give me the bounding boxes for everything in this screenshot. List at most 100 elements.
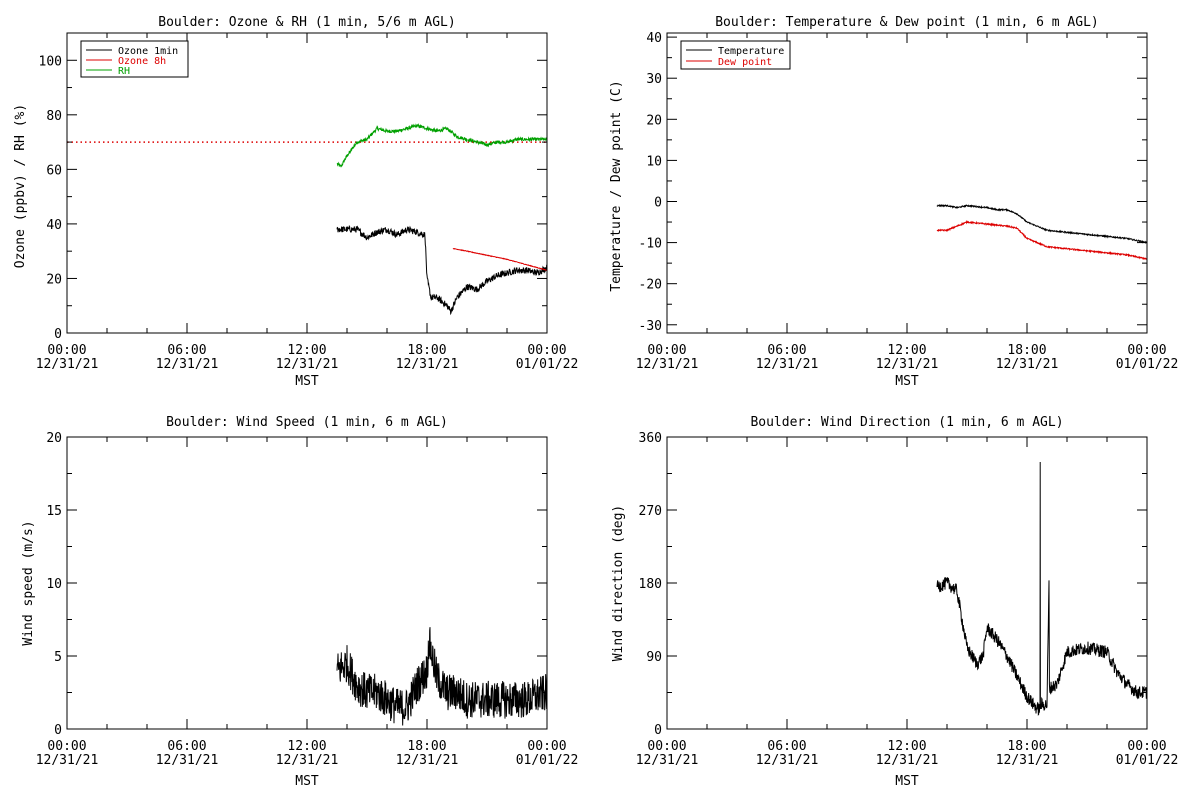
x-tick-date-label: 12/31/21	[396, 357, 459, 372]
chart-title: Boulder: Temperature & Dew point (1 min,…	[715, 15, 1099, 30]
plot-area: 00:0012/31/2106:0012/31/2112:0012/31/211…	[36, 431, 579, 768]
x-tick-date-label: 12/31/21	[756, 753, 819, 768]
legend-label-rh: RH	[118, 66, 130, 77]
plot-area: 00:0012/31/2106:0012/31/2112:0012/31/211…	[636, 31, 1179, 372]
x-tick-label: 18:00	[1007, 343, 1046, 358]
chart-title: Boulder: Wind Direction (1 min, 6 m AGL)	[750, 415, 1063, 430]
plot-area: 00:0012/31/2106:0012/31/2112:0012/31/211…	[636, 431, 1179, 768]
panel-wind-speed: Boulder: Wind Speed (1 min, 6 m AGL) Win…	[21, 415, 578, 789]
y-tick-label: 10	[46, 577, 62, 592]
series-line-ozone-1min	[336, 224, 547, 316]
x-tick-label: 06:00	[167, 343, 206, 358]
series-line-wind-direction	[936, 461, 1147, 716]
x-axis-label: MST	[295, 774, 319, 789]
axis-frame	[666, 436, 1148, 730]
legend: Temperature Dew point	[680, 40, 791, 70]
y-tick-label: 180	[639, 577, 662, 592]
x-tick-date-label: 12/31/21	[276, 753, 339, 768]
panel-temperature-dewpoint: Boulder: Temperature & Dew point (1 min,…	[609, 15, 1178, 372]
x-tick-label: 00:00	[47, 739, 86, 754]
y-tick-label: 5	[54, 650, 62, 665]
x-tick-date-label: 12/31/21	[396, 753, 459, 768]
legend: Ozone 1min Ozone 8h RH	[80, 40, 189, 78]
axis-frame	[666, 32, 1148, 334]
x-tick-date-label: 12/31/21	[876, 357, 939, 372]
y-tick-label: 0	[654, 723, 662, 738]
x-tick-label: 12:00	[287, 739, 326, 754]
x-tick-date-label: 01/01/22	[516, 753, 579, 768]
y-axis-label: Temperature / Dew point (C)	[609, 80, 624, 291]
y-tick-label: 90	[646, 650, 662, 665]
y-tick-label: 20	[46, 431, 62, 446]
x-tick-date-label: 12/31/21	[276, 357, 339, 372]
x-tick-date-label: 12/31/21	[996, 753, 1059, 768]
x-axis-label: MST	[295, 374, 319, 389]
series-line-rh	[336, 123, 547, 168]
y-tick-label: 20	[46, 272, 62, 287]
x-tick-date-label: 01/01/22	[1116, 357, 1179, 372]
x-tick-date-label: 12/31/21	[636, 357, 699, 372]
y-tick-label: 30	[646, 72, 662, 87]
x-tick-label: 00:00	[1127, 739, 1166, 754]
series-line-ozone-8h	[452, 247, 547, 271]
legend-box	[80, 40, 189, 78]
y-tick-label: 0	[654, 195, 662, 210]
chart-title: Boulder: Ozone & RH (1 min, 5/6 m AGL)	[158, 15, 455, 30]
y-tick-label: 20	[646, 113, 662, 128]
y-tick-label: 0	[54, 327, 62, 342]
x-tick-date-label: 12/31/21	[156, 357, 219, 372]
y-tick-label: 40	[646, 31, 662, 46]
legend-box	[680, 40, 791, 70]
legend-label-ozone-1min: Ozone 1min	[118, 46, 178, 57]
y-tick-label: 10	[646, 154, 662, 169]
y-axis-label: Wind speed (m/s)	[21, 520, 36, 645]
x-tick-date-label: 12/31/21	[756, 357, 819, 372]
x-tick-label: 06:00	[767, 739, 806, 754]
x-tick-label: 00:00	[647, 739, 686, 754]
x-tick-label: 06:00	[167, 739, 206, 754]
y-tick-label: 60	[46, 163, 62, 178]
x-tick-date-label: 12/31/21	[876, 753, 939, 768]
x-tick-label: 00:00	[527, 739, 566, 754]
x-tick-label: 00:00	[1127, 343, 1166, 358]
x-tick-date-label: 12/31/21	[36, 753, 99, 768]
series-line-wind-speed	[336, 627, 547, 726]
chart-title: Boulder: Wind Speed (1 min, 6 m AGL)	[166, 415, 448, 430]
y-tick-label: 100	[39, 54, 62, 69]
x-tick-date-label: 12/31/21	[996, 357, 1059, 372]
x-tick-label: 12:00	[287, 343, 326, 358]
x-tick-date-label: 01/01/22	[1116, 753, 1179, 768]
x-tick-label: 18:00	[407, 739, 446, 754]
legend-label-ozone-8h: Ozone 8h	[118, 56, 166, 67]
x-tick-label: 06:00	[767, 343, 806, 358]
x-tick-label: 18:00	[1007, 739, 1046, 754]
y-tick-label: 15	[46, 504, 62, 519]
x-axis-label: MST	[895, 774, 919, 789]
y-tick-label: -30	[639, 319, 662, 334]
x-tick-label: 12:00	[887, 343, 926, 358]
y-tick-label: 80	[46, 109, 62, 124]
y-tick-label: 0	[54, 723, 62, 738]
panel-ozone-rh: Boulder: Ozone & RH (1 min, 5/6 m AGL) O…	[13, 15, 578, 389]
y-tick-label: 40	[46, 218, 62, 233]
plot-area: 00:0012/31/2106:0012/31/2112:0012/31/211…	[36, 32, 579, 372]
y-axis-label: Ozone (ppbv) / RH (%)	[13, 104, 28, 268]
series-line-temperature	[936, 203, 1147, 245]
x-tick-label: 00:00	[647, 343, 686, 358]
x-tick-date-label: 12/31/21	[36, 357, 99, 372]
x-tick-label: 12:00	[887, 739, 926, 754]
legend-label-dew-point: Dew point	[718, 57, 772, 68]
x-tick-label: 18:00	[407, 343, 446, 358]
y-axis-label: Wind direction (deg)	[611, 505, 626, 662]
y-tick-label: -20	[639, 278, 662, 293]
x-tick-date-label: 12/31/21	[636, 753, 699, 768]
legend-label-temperature: Temperature	[718, 46, 784, 57]
y-tick-label: 270	[639, 504, 662, 519]
x-axis-label: MST	[895, 374, 919, 389]
y-tick-label: -10	[639, 237, 662, 252]
panel-wind-direction: Boulder: Wind Direction (1 min, 6 m AGL)…	[611, 415, 1178, 789]
x-tick-label: 00:00	[47, 343, 86, 358]
x-tick-date-label: 01/01/22	[516, 357, 579, 372]
series-line-dew-point	[936, 219, 1147, 261]
